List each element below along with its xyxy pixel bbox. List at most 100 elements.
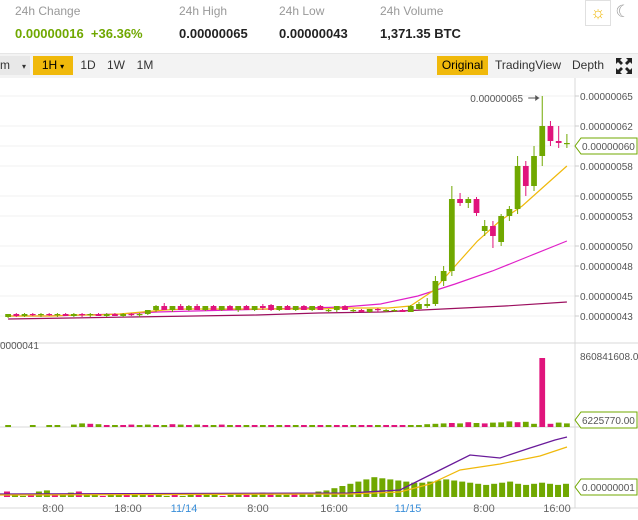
- volume-bar: [432, 423, 439, 427]
- candle-body: [87, 314, 94, 316]
- volume-bar: [268, 425, 274, 427]
- volume-bar: [325, 425, 332, 427]
- volume-bar: [54, 425, 61, 427]
- volume-bar: [120, 424, 127, 427]
- candle-body: [268, 305, 274, 310]
- volume-bar: [506, 421, 513, 427]
- indicator-bar: [379, 478, 386, 497]
- time-tick-label: 11/15: [395, 503, 422, 515]
- volume-bar: [284, 425, 291, 427]
- candle-body: [62, 314, 69, 316]
- volume-bar: [70, 424, 77, 427]
- volume-bar: [366, 425, 373, 427]
- volume-bar: [186, 424, 192, 427]
- volume-current-label: 6225770.00: [582, 416, 635, 427]
- interval-1m[interactable]: 1M: [136, 58, 154, 72]
- sun-icon[interactable]: ☼: [585, 0, 611, 26]
- stat-label: 24h Low: [279, 4, 325, 18]
- candle-body: [210, 306, 217, 310]
- volume-bar: [276, 425, 283, 427]
- change-value: 0.00000016: [15, 26, 84, 41]
- view-depth[interactable]: Depth: [571, 58, 605, 72]
- candle-body: [366, 309, 373, 312]
- price-tick-label: 0.00000048: [580, 262, 633, 273]
- indicator-bar: [475, 483, 482, 497]
- candle-body: [136, 314, 143, 316]
- volume-bar: [128, 424, 135, 427]
- stat-value: 0.00000016 +36.36%: [15, 26, 143, 41]
- volume-bar: [177, 424, 184, 427]
- view-tradingview[interactable]: TradingView: [494, 58, 562, 72]
- price-tick-label: 0.00000050: [580, 242, 633, 253]
- volume-bar: [539, 358, 546, 427]
- indicator-bar: [235, 493, 242, 497]
- volume-bar: [465, 422, 472, 427]
- candle-body: [21, 314, 28, 316]
- candle-body: [54, 314, 61, 316]
- volume-bar: [243, 425, 250, 427]
- hour-interval-dropdown[interactable]: 1H ▾: [33, 56, 73, 75]
- volume-bar: [103, 424, 110, 427]
- indicator-bar: [187, 494, 194, 497]
- volume-bar: [498, 422, 505, 427]
- candle-body: [399, 310, 406, 312]
- indicator-bar: [395, 480, 402, 497]
- candle-body: [276, 306, 283, 310]
- candle-body: [186, 306, 192, 310]
- volume-bar: [424, 424, 431, 427]
- indicator-bar: [435, 480, 442, 497]
- candle-body: [481, 226, 488, 231]
- candle-body: [218, 306, 225, 310]
- indicator-bar: [355, 481, 362, 497]
- volume-bar: [95, 424, 102, 427]
- time-tick-label: 8:00: [247, 503, 268, 515]
- indicator-bar: [531, 483, 538, 497]
- indicator-bar: [219, 495, 226, 497]
- candle-body: [547, 126, 554, 141]
- moon-icon[interactable]: ☾: [615, 2, 631, 21]
- candle-body: [112, 314, 118, 316]
- indicator-pane: [0, 436, 570, 497]
- indicator-bar: [283, 494, 290, 497]
- indicator-bar: [275, 494, 282, 497]
- indicator-bar: [171, 494, 178, 497]
- indicator-bar: [163, 495, 170, 497]
- candle-body: [38, 314, 44, 316]
- candle-body: [103, 314, 110, 316]
- candle-body: [432, 281, 439, 304]
- stat-value: 0.00000065: [179, 26, 248, 41]
- indicator-bar: [179, 495, 186, 497]
- price-tick-label: 0.00000058: [580, 162, 633, 173]
- volume-bar: [457, 423, 463, 427]
- chart-toolbar: m ▾ 1H ▾ 1D 1W 1M Original TradingView Dep…: [0, 53, 638, 78]
- volume-bar: [144, 424, 151, 427]
- volume-bar: [210, 425, 217, 427]
- candle-body: [473, 199, 480, 213]
- interval-1d[interactable]: 1D: [80, 58, 96, 72]
- candle-body: [522, 166, 529, 186]
- stat-24h-high: 24h High 0.00000065: [179, 4, 248, 41]
- candle-body: [120, 314, 127, 316]
- candle-body: [301, 306, 307, 310]
- price-tick-label: 0.00000062: [580, 122, 633, 133]
- volume-bar: [555, 422, 562, 427]
- candle-body: [539, 126, 546, 156]
- candle-body: [29, 314, 36, 316]
- indicator-current-tag: [574, 478, 638, 496]
- volume-bar: [301, 425, 307, 427]
- volume-bar: [416, 424, 422, 427]
- minute-interval-dropdown[interactable]: m ▾: [0, 56, 30, 75]
- interval-1w[interactable]: 1W: [107, 58, 125, 72]
- indicator-dif-line: [0, 436, 568, 495]
- time-tick-label: 18:00: [114, 503, 142, 515]
- volume-bar: [317, 425, 324, 427]
- indicator-bar: [403, 481, 410, 497]
- fullscreen-icon[interactable]: [614, 56, 634, 76]
- time-tick-label: 11/14: [171, 503, 198, 515]
- candle-body: [5, 314, 11, 317]
- view-original[interactable]: Original: [437, 56, 488, 75]
- candle-body: [375, 309, 381, 311]
- volume-bar: [547, 423, 554, 427]
- volume-bar: [399, 425, 406, 427]
